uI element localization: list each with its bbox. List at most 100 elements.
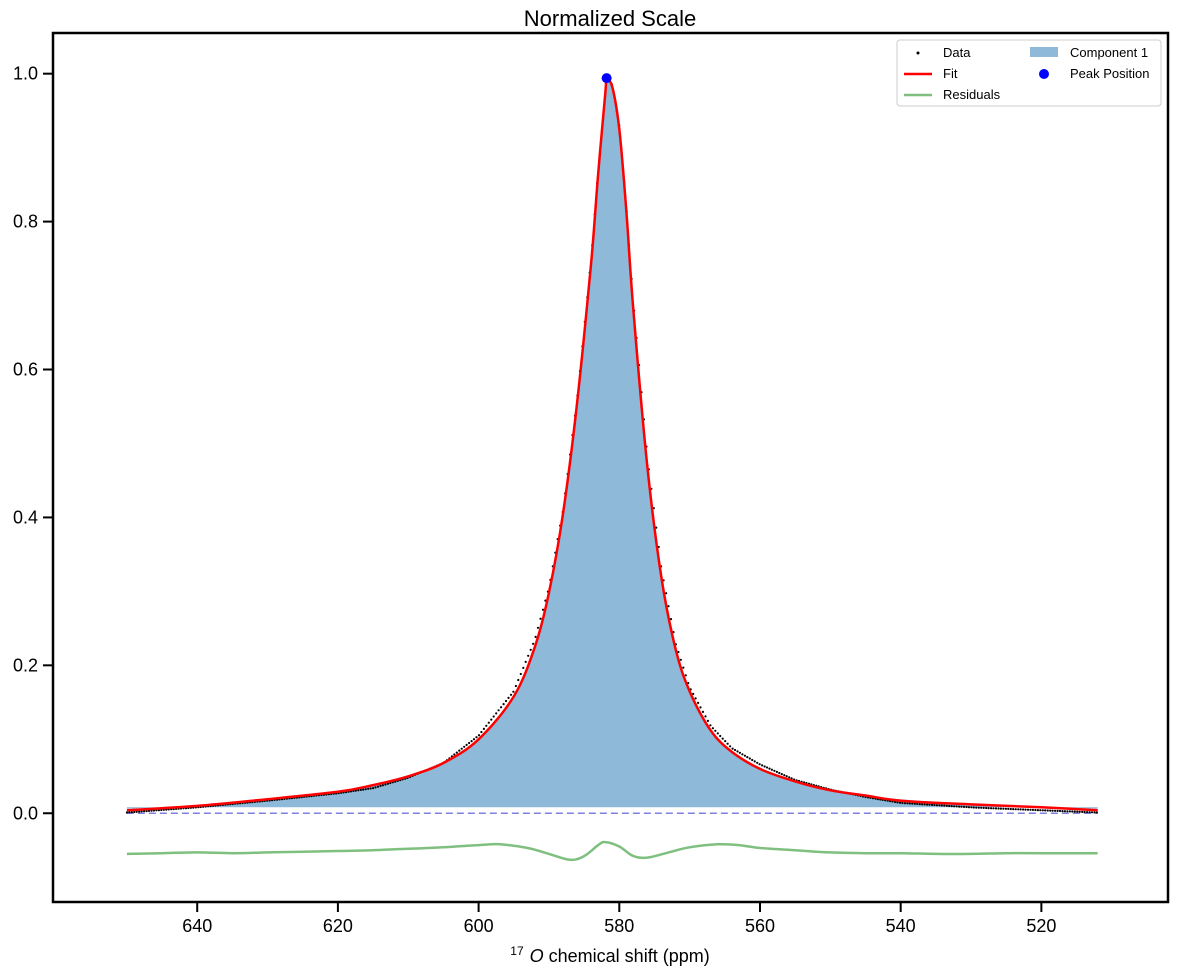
data-point [507, 696, 510, 700]
y-tick-label: 0.2 [13, 655, 38, 675]
data-point [1068, 810, 1071, 813]
data-point [485, 724, 488, 727]
data-point [706, 719, 710, 723]
data-point [679, 658, 682, 661]
data-point [930, 803, 934, 807]
legend: Data Component 1 Fit Peak Position Resid… [896, 39, 1162, 107]
data-point [724, 740, 727, 743]
data-point [975, 806, 978, 809]
x-axis-label-superscript: 17 [510, 944, 524, 958]
y-tick-label: 0.8 [13, 212, 38, 232]
data-point [684, 674, 687, 677]
data-point [960, 805, 963, 808]
data-point [135, 810, 138, 813]
data-point [682, 666, 685, 669]
data-point [765, 766, 769, 769]
data-point [756, 761, 759, 764]
data-point [128, 811, 131, 814]
legend-box [896, 39, 1162, 107]
data-point [901, 801, 904, 805]
data-point [906, 802, 909, 805]
data-point [716, 732, 719, 735]
data-point [1071, 810, 1074, 813]
data-point [726, 742, 729, 745]
data-point [935, 804, 939, 807]
data-point [785, 775, 788, 778]
x-axis-label-text: chemical shift (ppm) [544, 946, 710, 966]
data-point [1012, 808, 1015, 811]
y-tick-label: 1.0 [13, 64, 38, 84]
data-point [955, 805, 958, 808]
data-point [1066, 810, 1069, 813]
legend-peak-label: Peak Position [1070, 66, 1150, 81]
data-point [541, 608, 545, 611]
data-point [1061, 810, 1064, 813]
data-point [1076, 810, 1079, 813]
data-point [738, 751, 742, 754]
data-point [908, 802, 911, 805]
data-point [699, 706, 702, 709]
data-point [711, 727, 715, 730]
data-point [733, 748, 737, 752]
y-axis-ticks: 0.0 0.2 0.4 0.6 0.8 1.0 [13, 64, 53, 823]
data-point [770, 768, 774, 771]
data-point [753, 760, 756, 763]
data-point [992, 807, 995, 810]
data-point [487, 721, 490, 724]
data-point [665, 592, 668, 595]
data-point [714, 729, 717, 732]
x-tick-label: 600 [464, 916, 494, 936]
data-point [500, 706, 503, 709]
data-point [1034, 808, 1037, 812]
data-point [367, 787, 370, 790]
data-point [1026, 808, 1030, 811]
data-point [504, 699, 508, 703]
data-point [977, 806, 980, 809]
data-point [719, 734, 722, 738]
data-point [898, 801, 902, 804]
residuals-line [126, 840, 1098, 862]
data-point [943, 804, 946, 807]
data-point [958, 805, 961, 808]
data-point [482, 727, 485, 731]
data-point [1007, 807, 1010, 811]
data-point [970, 806, 973, 809]
data-point [775, 770, 779, 774]
data-point [1036, 809, 1039, 812]
data-point [539, 617, 542, 620]
data-point [704, 715, 707, 718]
data-point [751, 758, 754, 762]
data-point [512, 690, 515, 693]
data-point [1039, 809, 1042, 812]
data-point [667, 605, 670, 608]
data-point [475, 736, 478, 739]
x-axis-label: 17 O chemical shift (ppm) [510, 944, 709, 966]
data-point [921, 803, 924, 806]
data-point [788, 776, 791, 779]
data-point [1078, 810, 1081, 813]
data-point [1019, 808, 1022, 811]
y-tick-label: 0.0 [13, 803, 38, 823]
data-point [950, 805, 953, 808]
data-point [1041, 809, 1044, 812]
data-point [470, 740, 473, 743]
data-point [903, 802, 907, 805]
data-point [945, 804, 948, 807]
data-point [778, 771, 781, 775]
data-point [982, 806, 985, 810]
data-point [1044, 809, 1047, 812]
data-point [1095, 811, 1098, 814]
x-axis-label-isotope: O [530, 946, 544, 966]
data-point [913, 802, 916, 805]
data-point [524, 660, 527, 664]
data-point [940, 804, 943, 807]
legend-peak-marker [1039, 69, 1049, 79]
data-point [987, 807, 990, 810]
data-point [453, 753, 456, 756]
data-point [758, 763, 761, 766]
x-tick-label: 520 [1026, 916, 1056, 936]
data-point [472, 738, 476, 741]
data-point [379, 784, 382, 788]
data-point [773, 769, 776, 772]
x-tick-label: 560 [745, 916, 775, 936]
